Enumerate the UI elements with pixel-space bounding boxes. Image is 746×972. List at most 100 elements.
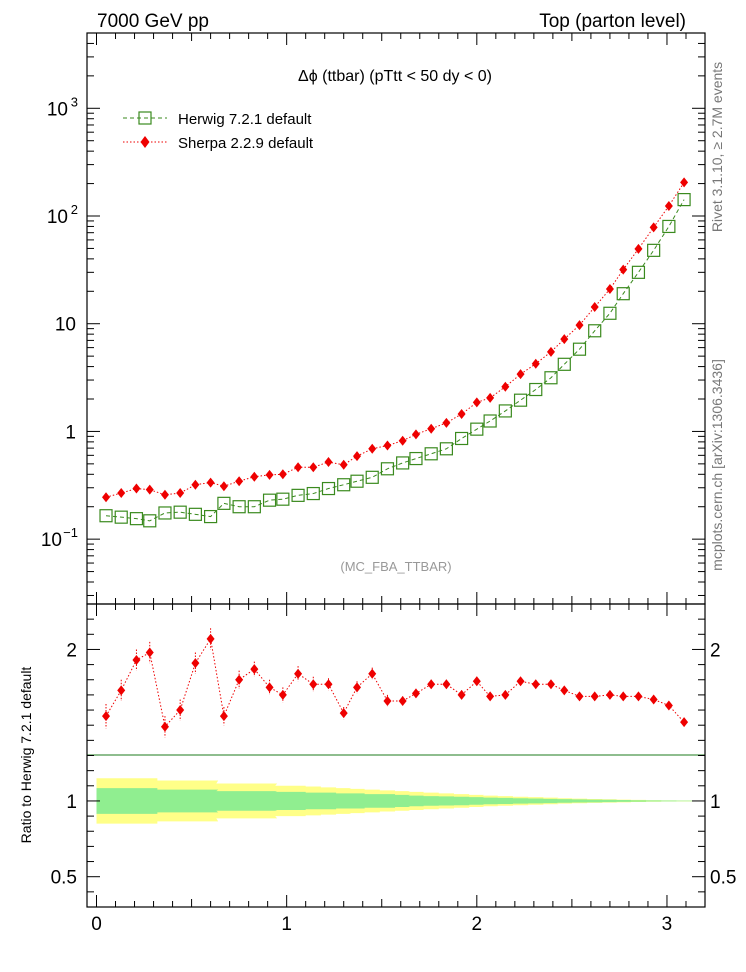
- sherpa-point: [398, 435, 407, 446]
- sherpa-ratio-point: [634, 691, 643, 702]
- sherpa-point: [160, 489, 169, 500]
- herwig-point: [99, 509, 113, 523]
- herwig-point: [662, 219, 676, 234]
- herwig-point: [455, 431, 469, 446]
- ratio-y-tick-label-right: 0.5: [710, 868, 736, 889]
- main-y-tick-exponent: 2: [71, 202, 78, 217]
- x-tick-label: 3: [662, 914, 673, 935]
- herwig-line: [105, 199, 685, 522]
- rivet-label: Rivet 3.1.10, ≥ 2.7M events: [709, 62, 725, 232]
- main-y-tick-label: 10: [47, 99, 68, 120]
- header-right: Top (parton level): [539, 11, 686, 32]
- ratio-band-inner: [96, 788, 694, 814]
- sherpa-ratio-point: [160, 721, 169, 732]
- sherpa-ratio-point: [132, 655, 141, 666]
- sherpa-point: [278, 469, 287, 480]
- x-tick-label: 0: [91, 914, 102, 935]
- main-y-tick-label: 10: [41, 530, 62, 551]
- sherpa-ratio-point: [176, 705, 185, 716]
- legend-herwig-label: Herwig 7.2.1 default: [178, 111, 312, 128]
- sherpa-point: [427, 423, 436, 434]
- herwig-point: [588, 324, 602, 338]
- sherpa-ratio-point: [680, 717, 689, 728]
- herwig-point: [204, 509, 218, 524]
- main-y-tick-label: 10: [55, 315, 76, 336]
- sherpa-ratio-point: [265, 682, 274, 693]
- sherpa-ratio-point: [339, 708, 348, 719]
- herwig-point: [483, 414, 497, 428]
- watermark: (MC_FBA_TTBAR): [340, 559, 451, 574]
- sherpa-point: [442, 417, 451, 428]
- sherpa-point: [339, 459, 348, 470]
- herwig-point: [513, 393, 528, 407]
- sherpa-point: [472, 397, 481, 408]
- ratio-y-tick-label-left: 2: [66, 640, 77, 661]
- x-tick-label: 1: [281, 914, 292, 935]
- main-title: Δϕ (ttbar) (pTtt < 50 dy < 0): [298, 68, 492, 85]
- sherpa-ratio-point: [411, 688, 420, 699]
- main-y-tick-exponent: −1: [63, 525, 78, 540]
- legend-herwig-marker: [138, 111, 152, 125]
- sherpa-point: [235, 476, 244, 487]
- herwig-point: [603, 306, 617, 320]
- sherpa-point: [294, 462, 303, 473]
- sherpa-ratio-point: [206, 633, 215, 644]
- sherpa-ratio-point: [575, 691, 584, 702]
- herwig-point: [631, 265, 646, 279]
- main-y-tick-label: 10: [47, 207, 68, 228]
- herwig-point: [365, 470, 379, 484]
- ratio-ylabel: Ratio to Herwig 7.2.1 default: [18, 667, 34, 844]
- x-tick-label: 2: [472, 914, 483, 935]
- sherpa-point: [117, 488, 126, 499]
- sherpa-point: [353, 451, 362, 462]
- sherpa-ratio-point: [383, 695, 392, 706]
- sherpa-ratio-point: [486, 691, 495, 702]
- sherpa-point: [546, 346, 555, 357]
- herwig-point: [350, 474, 364, 488]
- sherpa-point: [605, 284, 614, 295]
- sherpa-point: [560, 334, 569, 345]
- sherpa-point: [265, 469, 274, 480]
- herwig-point: [232, 500, 246, 514]
- ratio-frame: [86, 603, 706, 908]
- ratio-series-layer: [102, 628, 689, 738]
- sherpa-ratio-point: [664, 700, 673, 711]
- sherpa-point: [664, 200, 673, 211]
- sherpa-ratio-point: [219, 711, 228, 722]
- sherpa-point: [649, 222, 658, 233]
- sherpa-ratio-point: [368, 668, 377, 679]
- sherpa-point: [206, 477, 215, 488]
- mcplots-label: mcplots.cern.ch [arXiv:1306.3436]: [709, 359, 725, 571]
- sherpa-ratio-point: [590, 691, 599, 702]
- sherpa-point: [250, 471, 259, 482]
- sherpa-point: [590, 301, 599, 312]
- herwig-point: [616, 287, 630, 301]
- legend: Herwig 7.2.1 default Sherpa 2.2.9 defaul…: [123, 111, 314, 152]
- ratio-y-tick-label-left: 1: [66, 792, 77, 813]
- sherpa-ratio-point: [649, 694, 658, 705]
- herwig-point: [572, 342, 587, 356]
- sherpa-ratio-point: [294, 668, 303, 679]
- sherpa-ratio-point: [117, 685, 126, 696]
- herwig-point: [262, 493, 277, 507]
- sherpa-ratio-point: [619, 691, 628, 702]
- herwig-point: [677, 193, 691, 207]
- sherpa-ratio-point: [457, 689, 466, 700]
- sherpa-ratio-point: [398, 695, 407, 706]
- sherpa-ratio-point: [278, 689, 287, 700]
- herwig-point: [114, 510, 128, 524]
- sherpa-ratio-point: [250, 664, 259, 675]
- sherpa-ratio-point: [235, 674, 244, 685]
- sherpa-ratio-point: [102, 711, 111, 722]
- sherpa-ratio-point: [145, 647, 154, 658]
- herwig-point: [276, 492, 290, 506]
- sherpa-line: [105, 182, 685, 498]
- sherpa-point: [486, 392, 495, 403]
- ratio-panel: 0.5 0.5 1 1 2 2 0 1 2 3 Ratio to Herwig 7.2.1 def…: [18, 603, 736, 935]
- herwig-point: [306, 486, 320, 501]
- sherpa-ratio-point: [427, 679, 436, 690]
- main-series-layer: [99, 177, 691, 528]
